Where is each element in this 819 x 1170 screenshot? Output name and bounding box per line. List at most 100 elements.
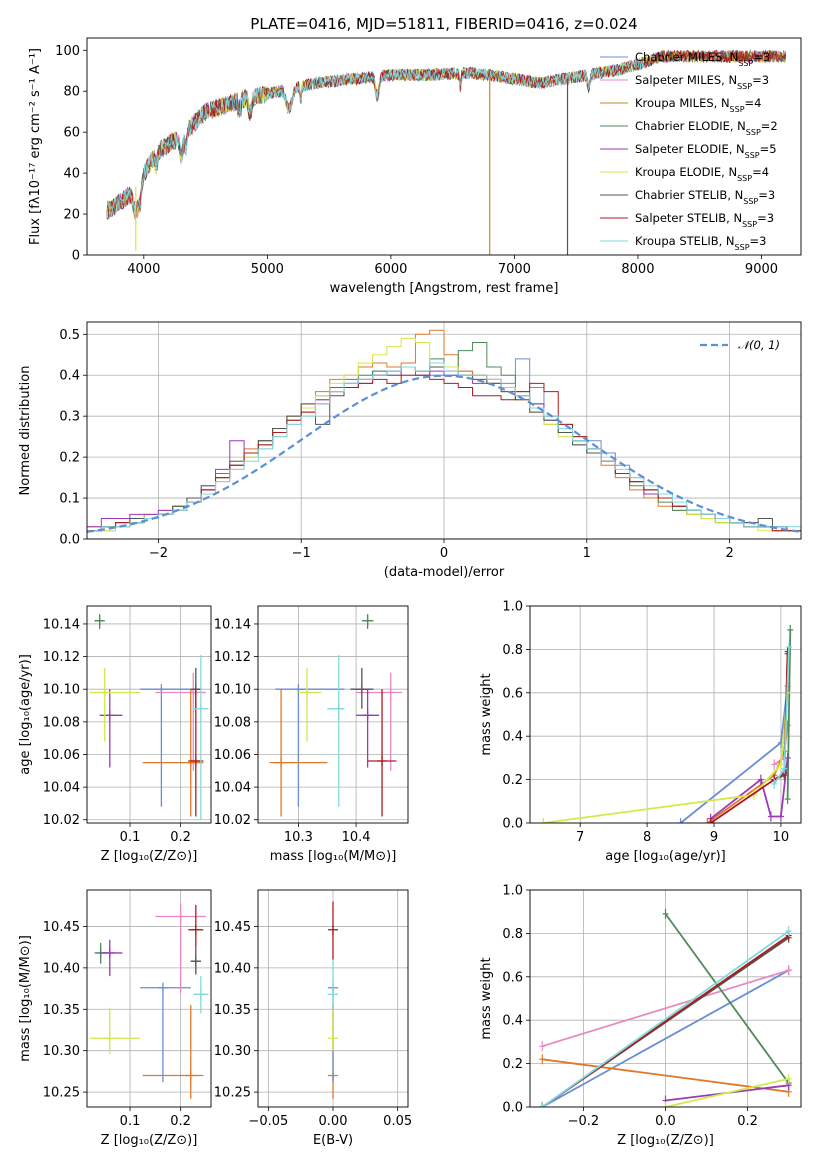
errorbar-point <box>298 668 322 742</box>
y-tick-label: 10.12 <box>43 650 80 665</box>
legend-label: Salpeter MILES, NSSP=3 <box>635 73 769 91</box>
plot-area <box>540 624 794 823</box>
x-tick-label: 0 <box>440 546 448 561</box>
panel-mass_vs_Z: 0.1 0.2 10.25 10.30 10.35 10.40 10.45 Z [log₁₀(… <box>18 889 212 1148</box>
spectrum-line <box>106 49 787 220</box>
x-axis-label: mass [log₁₀(M/M⊙)] <box>270 849 397 864</box>
weight-line <box>665 1077 789 1107</box>
errorbar-point <box>269 689 328 817</box>
y-tick-label: 10.10 <box>43 683 80 698</box>
plot-area <box>328 901 338 1099</box>
plot-area <box>89 903 209 1099</box>
x-tick-label: 10.3 <box>284 830 313 845</box>
y-tick-label: 0.8 <box>502 927 523 942</box>
errorbar-point <box>328 901 338 960</box>
y-tick-label: 10.14 <box>43 617 80 632</box>
axes-frame <box>529 605 802 824</box>
spectrum-line <box>106 49 786 220</box>
axes-frame <box>257 889 409 1108</box>
y-axis-label: mass [log₁₀(M/M⊙)] <box>18 935 33 1062</box>
y-tick-label: 0 <box>72 249 80 264</box>
errorbar-point <box>356 689 380 768</box>
axes-frame <box>86 605 212 824</box>
x-tick-label: 7 <box>576 830 584 845</box>
y-axis-label: Normed distribution <box>18 366 33 496</box>
x-tick-label: 1 <box>583 546 591 561</box>
x-tick-label: −2 <box>149 546 168 561</box>
x-axis-label: age [log₁₀(age/yr)] <box>605 849 726 864</box>
histogram-step <box>87 362 801 532</box>
spectrum-line <box>106 58 645 220</box>
legend-label: Kroupa STELIB, NSSP=3 <box>635 234 766 252</box>
x-tick-label: 10.4 <box>342 830 371 845</box>
panel-age_vs_Z: 0.1 0.2 10.02 10.04 10.06 10.08 10.10 10.12 10.1… <box>18 605 212 864</box>
weight-line <box>543 692 789 823</box>
x-tick-label: 9 <box>710 830 718 845</box>
panel-massweight_vs_age: 7 8 9 10 0.0 0.2 0.4 0.6 0.8 1.0 age [log₁₀(age/yr… <box>479 600 802 864</box>
y-tick-label: 0.2 <box>502 1057 523 1072</box>
y-axis-label: Flux [fλ10⁻¹⁷ erg cm⁻² s⁻¹ A⁻¹] <box>28 48 43 245</box>
y-tick-label: 10.30 <box>214 1044 251 1059</box>
y-tick-label: 10.25 <box>214 1086 251 1101</box>
gaussian-curve <box>87 374 801 533</box>
y-tick-label: 10.02 <box>43 813 80 828</box>
y-tick-label: 1.0 <box>502 600 523 615</box>
legend-label: Chabrier ELODIE, NSSP=2 <box>635 119 778 137</box>
y-tick-label: 10.25 <box>43 1086 80 1101</box>
y-tick-label: 10.14 <box>214 617 251 632</box>
plot-area <box>106 48 787 255</box>
y-axis-label: age [log₁₀(age/yr)] <box>18 654 33 775</box>
y-tick-label: 0.3 <box>59 410 80 425</box>
y-tick-label: 0.1 <box>59 492 80 507</box>
x-tick-label: 0.1 <box>120 830 141 845</box>
plot-area <box>269 614 403 817</box>
y-tick-label: 0.4 <box>502 1014 523 1029</box>
legend-label: 𝒩(0, 1) <box>738 338 780 352</box>
weight-line <box>786 629 792 800</box>
y-tick-label: 10.06 <box>214 748 251 763</box>
y-axis-label: mass weight <box>479 957 494 1039</box>
y-tick-label: 0.0 <box>59 533 80 548</box>
y-tick-label: 10.08 <box>214 715 251 730</box>
errorbar-point <box>99 689 123 768</box>
panel-mass_vs_EBV: −0.05 0.00 0.05 10.25 10.30 10.35 10.40 10.45 E(… <box>214 889 412 1148</box>
figure-title: PLATE=0416, MJD=51811, FIBERID=0416, z=0… <box>250 15 637 33</box>
errorbar-point <box>193 976 209 1014</box>
y-tick-label: 10.40 <box>43 961 80 976</box>
y-tick-label: 10.40 <box>214 961 251 976</box>
errorbar-point <box>328 959 338 1010</box>
x-tick-label: 7000 <box>498 262 531 277</box>
x-axis-label: Z [log₁₀(Z/Z⊙)] <box>101 849 198 864</box>
errorbar-point <box>99 939 123 977</box>
x-axis-label: wavelength [Angstrom, rest frame] <box>330 281 559 296</box>
y-tick-label: 0.5 <box>59 328 80 343</box>
weight-line <box>541 969 790 1107</box>
weight-line <box>542 1058 789 1093</box>
errorbar-point <box>190 947 201 975</box>
y-tick-label: 10.06 <box>43 748 80 763</box>
x-tick-label: 0.2 <box>170 830 191 845</box>
x-axis-label: E(B-V) <box>313 1133 353 1148</box>
errorbar-point <box>155 903 206 993</box>
errorbar-point <box>142 689 204 817</box>
x-tick-label: −0.2 <box>568 1114 600 1129</box>
spectrum-legend: Chabrier MILES, NSSP=3 Salpeter MILES, NS… <box>600 50 778 252</box>
y-tick-label: 40 <box>63 167 80 182</box>
x-tick-label: 4000 <box>127 262 160 277</box>
y-tick-label: 1.0 <box>502 884 523 899</box>
errorbar-point <box>356 672 403 771</box>
y-tick-label: 80 <box>63 85 80 100</box>
y-tick-label: 0.0 <box>502 817 523 832</box>
panel-massweight_vs_Z: −0.2 0.0 0.2 0.0 0.2 0.4 0.6 0.8 1.0 Z [log₁₀(Z/Z… <box>479 884 802 1148</box>
y-axis-label: mass weight <box>479 673 494 755</box>
y-tick-label: 0.4 <box>502 730 523 745</box>
y-tick-label: 10.35 <box>43 1003 80 1018</box>
y-tick-label: 0.8 <box>502 643 523 658</box>
x-tick-label: 0.2 <box>737 1114 758 1129</box>
panel-spectrum: 4000 5000 6000 7000 8000 9000 0 20 40 60 80 100 wave… <box>28 37 802 296</box>
y-tick-label: 0.6 <box>502 970 523 985</box>
plot-area <box>89 614 209 820</box>
errorbar-point <box>361 614 374 629</box>
y-tick-label: 0.4 <box>59 369 80 384</box>
